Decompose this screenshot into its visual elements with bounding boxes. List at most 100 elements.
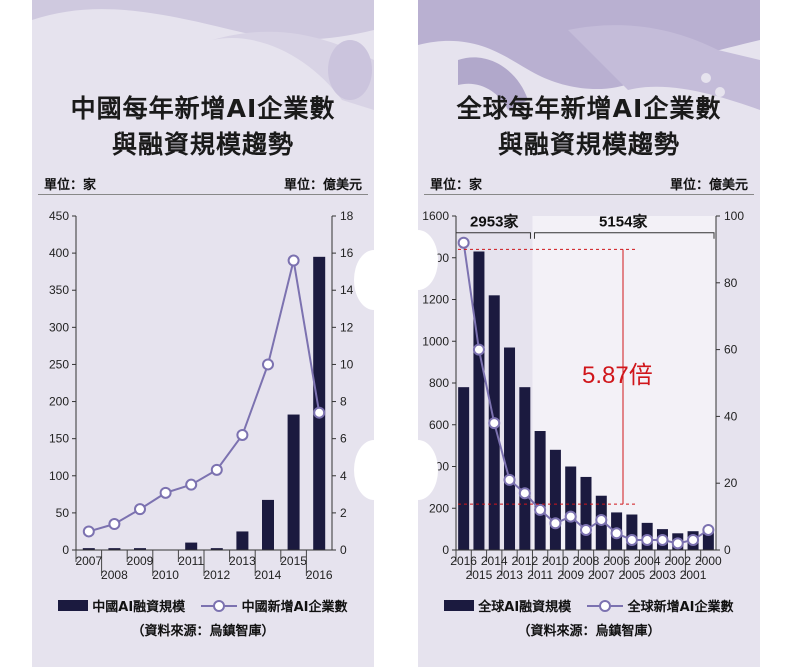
line-point <box>702 523 715 536</box>
left-legend-line-label: 中國新增AI企業數 <box>241 600 348 615</box>
bar <box>504 347 516 550</box>
x-tick-label: 2012 <box>203 568 230 582</box>
y-left-tick-label: 300 <box>49 320 69 334</box>
left-legend-bar-label: 中國AI融資規模 <box>92 600 186 615</box>
line-point <box>549 517 562 530</box>
line-point <box>488 417 501 430</box>
y-right-tick-label: 40 <box>724 409 738 423</box>
line-point <box>503 473 516 486</box>
x-tick-label: 2010 <box>542 554 569 568</box>
line-point <box>656 533 669 546</box>
x-tick-label: 2009 <box>557 568 584 582</box>
y-left-tick-label: 1000 <box>422 334 449 348</box>
right-chart: 0200400600800100012001400160002040608010… <box>422 209 744 582</box>
y-right-tick-label: 80 <box>724 276 738 290</box>
left-unit-right: 單位：億美元 <box>283 178 362 193</box>
line-point <box>641 533 654 546</box>
annotation-5154-label: 5154家 <box>599 213 647 231</box>
y-left-tick-label: 450 <box>49 209 69 223</box>
x-tick-label: 2015 <box>280 554 307 568</box>
right-chart-panel: 全球每年新增AI企業數 與融資規模趨勢 單位：家 單位：億美元 0 200 400 6… <box>418 0 760 667</box>
line-point <box>236 428 249 441</box>
x-tick-label: 2002 <box>664 554 691 568</box>
bar <box>519 387 531 550</box>
bar <box>82 548 95 550</box>
y-right-tick-label: 14 <box>340 283 354 297</box>
line-point <box>210 463 223 476</box>
line-point <box>134 503 146 516</box>
y-left-tick-label: 350 <box>49 283 69 297</box>
x-tick-label: 2007 <box>75 554 102 568</box>
y-left-tick-label: 600 <box>429 418 449 432</box>
line-point <box>580 523 592 536</box>
x-tick-label: 2015 <box>466 568 493 582</box>
y-right-tick-label: 4 <box>340 469 347 483</box>
left-background-decoration <box>32 0 374 110</box>
y-left-tick-label: 1600 <box>422 209 449 223</box>
x-tick-label: 2011 <box>178 554 204 568</box>
bar <box>458 387 470 550</box>
x-tick-label: 2010 <box>152 568 179 582</box>
bar <box>134 548 146 550</box>
x-tick-label: 2013 <box>496 568 523 582</box>
x-tick-label: 2016 <box>450 554 477 568</box>
x-tick-label: 2009 <box>127 554 154 568</box>
x-tick-label: 2004 <box>634 554 661 568</box>
x-tick-label: 2008 <box>101 568 128 582</box>
right-unit-right: 單位：億美元 <box>669 178 748 193</box>
y-right-tick-label: 0 <box>340 543 347 557</box>
x-tick-label: 2012 <box>511 554 538 568</box>
right-legend-bar-swatch <box>444 600 475 611</box>
annotation-2953-label: 2953家 <box>470 213 518 231</box>
right-legend-line-swatch <box>587 599 624 612</box>
y-right-tick-label: 60 <box>724 343 738 357</box>
right-legend-line-label: 全球新增AI企業數 <box>627 600 734 615</box>
right-unit-left: 單位：家 <box>430 178 483 193</box>
left-chart-panel: 中國每年新增AI企業數 與融資規模趨勢 單位：家 單位：億美元 0 50 100 15… <box>32 0 374 667</box>
y-left-tick-label: 150 <box>49 432 69 446</box>
y-left-tick-label: 50 <box>56 506 70 520</box>
line-point <box>159 486 172 499</box>
line-point <box>472 343 485 356</box>
bar <box>580 476 592 550</box>
left-panel-notch <box>354 250 374 310</box>
y-right-tick-label: 12 <box>340 320 354 334</box>
y-right-tick-label: 100 <box>724 209 744 223</box>
y-left-tick-label: 0 <box>442 543 449 557</box>
x-tick-label: 2007 <box>588 568 615 582</box>
x-tick-label: 2003 <box>649 568 676 582</box>
line-point <box>534 503 547 516</box>
left-chart: 0 50 100 150 200 250 300 350 400 450 0 2 4 6 8 10 12 14 16… <box>49 209 354 582</box>
line-point <box>262 358 274 371</box>
y-left-tick-label: 0 <box>62 543 69 557</box>
bar <box>262 499 274 550</box>
bracket-5154 <box>533 232 715 239</box>
line-point <box>457 236 470 249</box>
left-source: （資料來源：烏鎮智庫） <box>131 624 275 639</box>
y-left-tick-label: 1200 <box>422 293 449 307</box>
line-point <box>287 254 300 267</box>
line-point <box>564 510 577 523</box>
y-right-tick-label: 6 <box>340 432 347 446</box>
annotation-ratio-label: 5.87倍 <box>582 362 653 389</box>
line-point <box>518 487 531 500</box>
right-panel-notch-lower <box>418 440 438 500</box>
y-right-tick-label: 2 <box>340 506 347 520</box>
left-legend-line-swatch <box>201 599 238 612</box>
bar <box>534 431 546 550</box>
line-point <box>313 406 326 419</box>
shaded-region <box>532 216 716 550</box>
bar <box>210 548 223 550</box>
y-left-tick-label: 250 <box>49 357 69 371</box>
y-left-tick-label: 100 <box>49 469 69 483</box>
bar <box>313 256 326 550</box>
y-left-tick-label: 800 <box>429 376 449 390</box>
right-source: （資料來源：烏鎮智庫） <box>517 624 661 639</box>
left-title-line1: 中國每年新增AI企業數 <box>70 94 336 123</box>
y-right-tick-label: 18 <box>340 209 354 223</box>
right-legend: 全球AI融資規模 全球新增AI企業數 <box>418 596 760 615</box>
line-point <box>108 518 121 531</box>
left-unit-left: 單位：家 <box>44 178 97 193</box>
x-tick-label: 2005 <box>619 568 646 582</box>
right-title-line1: 全球每年新增AI企業數 <box>456 94 722 123</box>
